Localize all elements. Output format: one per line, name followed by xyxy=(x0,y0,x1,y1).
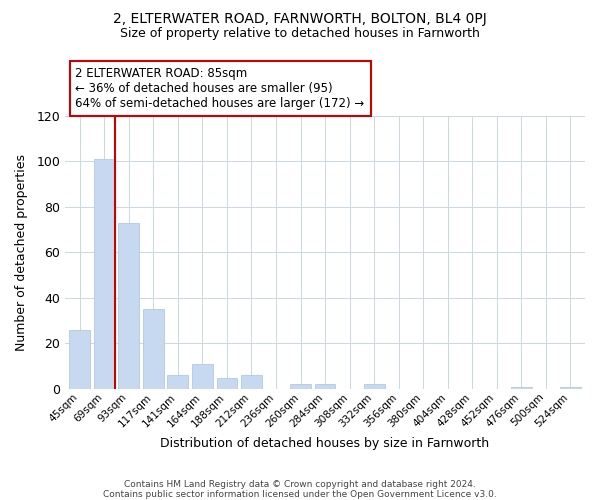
Bar xyxy=(241,376,262,389)
Bar xyxy=(143,310,164,389)
Bar xyxy=(560,387,581,389)
Bar xyxy=(364,384,385,389)
Bar xyxy=(70,330,90,389)
Text: 2, ELTERWATER ROAD, FARNWORTH, BOLTON, BL4 0PJ: 2, ELTERWATER ROAD, FARNWORTH, BOLTON, B… xyxy=(113,12,487,26)
Text: 2 ELTERWATER ROAD: 85sqm
← 36% of detached houses are smaller (95)
64% of semi-d: 2 ELTERWATER ROAD: 85sqm ← 36% of detach… xyxy=(76,67,365,110)
Bar xyxy=(167,376,188,389)
Text: Size of property relative to detached houses in Farnworth: Size of property relative to detached ho… xyxy=(120,28,480,40)
Bar xyxy=(118,223,139,389)
Bar xyxy=(511,387,532,389)
Y-axis label: Number of detached properties: Number of detached properties xyxy=(15,154,28,351)
Bar xyxy=(192,364,213,389)
Bar xyxy=(217,378,238,389)
Text: Contains public sector information licensed under the Open Government Licence v3: Contains public sector information licen… xyxy=(103,490,497,499)
Text: Contains HM Land Registry data © Crown copyright and database right 2024.: Contains HM Land Registry data © Crown c… xyxy=(124,480,476,489)
Bar xyxy=(94,159,115,389)
X-axis label: Distribution of detached houses by size in Farnworth: Distribution of detached houses by size … xyxy=(160,437,490,450)
Bar xyxy=(290,384,311,389)
Bar xyxy=(314,384,335,389)
